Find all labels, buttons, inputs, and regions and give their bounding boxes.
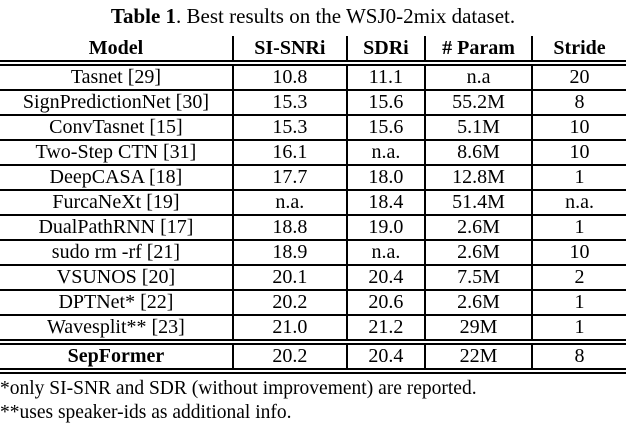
table-cell: SignPredictionNet [30] bbox=[0, 89, 233, 115]
table-cell: 20.1 bbox=[231, 264, 347, 290]
table-cell: 8.6M bbox=[424, 139, 533, 165]
table-cell: 1 bbox=[531, 289, 626, 315]
col-header-model: Model bbox=[0, 36, 233, 66]
results-table: Model SI-SNRi SDRi # Param Stride Tasnet… bbox=[0, 36, 626, 374]
table-cell: 17.7 bbox=[231, 164, 347, 190]
table-cell: 16.1 bbox=[231, 139, 347, 165]
col-header-param: # Param bbox=[424, 36, 533, 66]
table-row: FurcaNeXt [19] n.a. 18.4 51.4M n.a. bbox=[0, 189, 626, 215]
table-cell: sudo rm -rf [21] bbox=[0, 239, 233, 265]
table-cell: 20 bbox=[531, 63, 626, 90]
table-cell: 15.6 bbox=[345, 114, 426, 140]
table-cell: 1 bbox=[531, 164, 626, 190]
table-cell: 18.0 bbox=[345, 164, 426, 190]
table-cell: 20.4 bbox=[345, 339, 426, 374]
table-cell: 51.4M bbox=[424, 189, 533, 215]
header-row: Model SI-SNRi SDRi # Param Stride bbox=[0, 36, 626, 66]
col-header-sisnri: SI-SNRi bbox=[231, 36, 347, 66]
table-cell: 18.8 bbox=[231, 214, 347, 240]
table-cell: n.a bbox=[424, 63, 533, 90]
table-cell: 20.2 bbox=[231, 339, 347, 374]
table-cell: 21.2 bbox=[345, 314, 426, 342]
table-cell: DualPathRNN [17] bbox=[0, 214, 233, 240]
col-header-stride: Stride bbox=[531, 36, 626, 66]
table-row: Wavesplit** [23] 21.0 21.2 29M 1 bbox=[0, 314, 626, 342]
table-row: DualPathRNN [17] 18.8 19.0 2.6M 1 bbox=[0, 214, 626, 240]
table-cell: DPTNet* [22] bbox=[0, 289, 233, 315]
table-cell: 1 bbox=[531, 214, 626, 240]
table-cell: 2.6M bbox=[424, 289, 533, 315]
table-cell: 12.8M bbox=[424, 164, 533, 190]
table-cell: 2 bbox=[531, 264, 626, 290]
table-cell: ConvTasnet [15] bbox=[0, 114, 233, 140]
table-caption: Table 1. Best results on the WSJ0-2mix d… bbox=[0, 3, 626, 29]
table-row: Tasnet [29] 10.8 11.1 n.a 20 bbox=[0, 63, 626, 90]
caption-label: Table 1 bbox=[110, 4, 177, 28]
table-cell: 22M bbox=[424, 339, 533, 374]
table-cell: 8 bbox=[531, 339, 626, 374]
table-cell: 20.4 bbox=[345, 264, 426, 290]
table-row: SignPredictionNet [30] 15.3 15.6 55.2M 8 bbox=[0, 89, 626, 115]
table-cell: 18.4 bbox=[345, 189, 426, 215]
table-row: Two-Step CTN [31] 16.1 n.a. 8.6M 10 bbox=[0, 139, 626, 165]
table-cell: 10 bbox=[531, 139, 626, 165]
table-row: DeepCASA [18] 17.7 18.0 12.8M 1 bbox=[0, 164, 626, 190]
table-cell: 1 bbox=[531, 314, 626, 342]
table-cell: 18.9 bbox=[231, 239, 347, 265]
table-cell: 21.0 bbox=[231, 314, 347, 342]
table-cell: DeepCASA [18] bbox=[0, 164, 233, 190]
table-cell: 8 bbox=[531, 89, 626, 115]
table-footnotes: *only SI-SNR and SDR (without improvemen… bbox=[0, 377, 626, 425]
table-cell: 2.6M bbox=[424, 239, 533, 265]
table-cell: Wavesplit** [23] bbox=[0, 314, 233, 342]
table-cell: SepFormer bbox=[0, 339, 233, 374]
table-cell: 55.2M bbox=[424, 89, 533, 115]
table-cell: 20.6 bbox=[345, 289, 426, 315]
table-cell: n.a. bbox=[531, 189, 626, 215]
table-cell: Tasnet [29] bbox=[70, 66, 162, 88]
table-cell: FurcaNeXt [19] bbox=[0, 189, 233, 215]
table-cell: n.a. bbox=[231, 189, 347, 215]
table-cell: 2.6M bbox=[424, 214, 533, 240]
table-row: sudo rm -rf [21] 18.9 n.a. 2.6M 10 bbox=[0, 239, 626, 265]
table-cell: 15.3 bbox=[231, 114, 347, 140]
col-header-sdri: SDRi bbox=[345, 36, 426, 66]
table-cell: Two-Step CTN [31] bbox=[0, 139, 233, 165]
table-cell: 15.6 bbox=[345, 89, 426, 115]
table-cell: 7.5M bbox=[424, 264, 533, 290]
table-cell: 5.1M bbox=[424, 114, 533, 140]
footnote-2: **uses speaker-ids as additional info. bbox=[0, 402, 292, 423]
caption-text: . Best results on the WSJ0-2mix dataset. bbox=[176, 4, 516, 28]
table-row: DPTNet* [22] 20.2 20.6 2.6M 1 bbox=[0, 289, 626, 315]
table-cell: 10.8 bbox=[231, 63, 347, 90]
table-cell: n.a. bbox=[345, 239, 426, 265]
paper-table-figure: Table 1. Best results on the WSJ0-2mix d… bbox=[0, 3, 626, 425]
table-row-result: SepFormer 20.2 20.4 22M 8 bbox=[0, 339, 626, 374]
table-cell: n.a. bbox=[345, 139, 426, 165]
table-cell: 10 bbox=[531, 239, 626, 265]
table-cell: 19.0 bbox=[345, 214, 426, 240]
table-row: VSUNOS [20] 20.1 20.4 7.5M 2 bbox=[0, 264, 626, 290]
table-cell: 20.2 bbox=[231, 289, 347, 315]
table-cell: 10 bbox=[531, 114, 626, 140]
table-cell: 29M bbox=[424, 314, 533, 342]
table-row: ConvTasnet [15] 15.3 15.6 5.1M 10 bbox=[0, 114, 626, 140]
table-cell: VSUNOS [20] bbox=[0, 264, 233, 290]
table-cell: 11.1 bbox=[345, 63, 426, 90]
footnote-1: *only SI-SNR and SDR (without improvemen… bbox=[0, 378, 477, 399]
table-cell: 15.3 bbox=[231, 89, 347, 115]
